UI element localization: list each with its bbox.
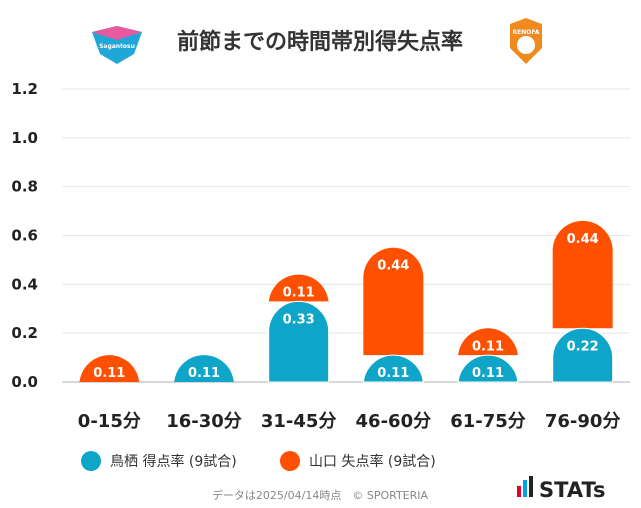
data-label: 0.44 bbox=[567, 232, 599, 247]
y-tick-label: 0.0 bbox=[11, 373, 38, 391]
sagan-tosu-logo-wing bbox=[92, 26, 142, 40]
bar-yamaguchi bbox=[458, 328, 518, 359]
data-label: 0.33 bbox=[283, 312, 315, 327]
renofa-logo-emblem bbox=[517, 36, 535, 54]
stats-brand: STATs bbox=[517, 476, 605, 502]
y-tick-label: 0.2 bbox=[11, 324, 38, 342]
data-label: 0.11 bbox=[377, 366, 409, 381]
right-logo-text: RENOFA bbox=[513, 29, 540, 36]
right-team-logo: RENOFA bbox=[510, 18, 542, 64]
data-label: 0.22 bbox=[567, 339, 599, 354]
left-team-logo: Sagantosu bbox=[92, 26, 142, 64]
stats-bars-icon bbox=[517, 476, 533, 497]
x-tick-label: 16-30分 bbox=[166, 411, 242, 432]
data-label: 0.11 bbox=[188, 366, 220, 381]
x-axis: 0-15分 16-30分 31-45分 46-60分 61-75分 76-90分 bbox=[78, 411, 621, 432]
bar-tosu bbox=[457, 354, 519, 386]
stats-brand-text: STATs bbox=[539, 478, 605, 502]
data-label: 0.11 bbox=[472, 366, 504, 381]
x-tick-label: 0-15分 bbox=[78, 411, 141, 432]
y-tick-label: 0.8 bbox=[11, 178, 38, 196]
legend-label-yamaguchi: 山口 失点率 (9試合) bbox=[309, 453, 436, 470]
y-tick-label: 1.2 bbox=[11, 80, 38, 98]
bars bbox=[79, 220, 614, 386]
bar-yamaguchi bbox=[79, 355, 140, 386]
legend-label-tosu: 鳥栖 得点率 (9試合) bbox=[110, 453, 237, 470]
footer-note: データは2025/04/14時点 © SPORTERIA bbox=[212, 488, 429, 502]
legend-marker-yamaguchi bbox=[280, 451, 300, 471]
left-logo-text: Sagantosu bbox=[99, 43, 135, 50]
x-tick-label: 76-90分 bbox=[545, 411, 621, 432]
bar-tosu bbox=[362, 354, 424, 386]
data-labels: 0.11 0.11 0.33 0.11 0.11 0.44 0.11 0.11 0.22 0.44 bbox=[93, 232, 598, 381]
y-tick-label: 1.0 bbox=[11, 129, 38, 147]
data-label: 0.11 bbox=[472, 339, 504, 354]
data-label: 0.11 bbox=[93, 366, 125, 381]
y-tick-label: 0.4 bbox=[11, 275, 38, 293]
grid bbox=[62, 88, 630, 383]
bar-yamaguchi bbox=[363, 247, 424, 356]
data-label: 0.11 bbox=[283, 286, 315, 301]
x-tick-label: 46-60分 bbox=[356, 411, 432, 432]
y-axis: 0.0 0.2 0.4 0.6 0.8 1.0 1.2 bbox=[11, 80, 38, 391]
x-tick-label: 61-75分 bbox=[450, 411, 526, 432]
bar-tosu bbox=[552, 327, 614, 383]
data-label: 0.44 bbox=[377, 259, 409, 274]
x-tick-label: 31-45分 bbox=[261, 411, 337, 432]
legend: 鳥栖 得点率 (9試合) 山口 失点率 (9試合) bbox=[81, 451, 436, 471]
bar-yamaguchi bbox=[268, 274, 329, 305]
legend-marker-tosu bbox=[81, 451, 101, 471]
bar-yamaguchi bbox=[552, 220, 613, 329]
chart-title: 前節までの時間帯別得失点率 bbox=[177, 29, 463, 55]
bar-tosu bbox=[174, 355, 234, 386]
y-tick-label: 0.6 bbox=[11, 227, 38, 245]
bar-tosu bbox=[268, 301, 330, 383]
